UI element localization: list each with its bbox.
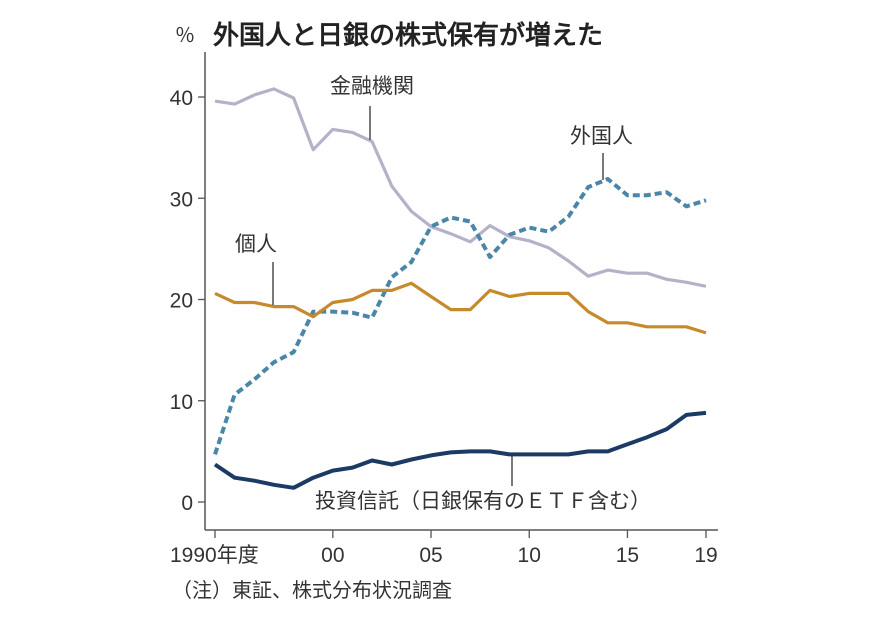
x-tick-label: 10: [518, 544, 541, 567]
series-investment-trusts-line: [213, 410, 707, 490]
chart-title: 外国人と日銀の株式保有が増えた: [213, 20, 603, 51]
x-tick-label: 1990年度: [170, 544, 259, 567]
y-tick-label: 0: [181, 492, 193, 515]
y-tick-label: 30: [170, 188, 193, 211]
label-individuals: 個人: [235, 232, 277, 256]
y-unit-label: ％: [175, 23, 195, 47]
label-financial-institutions: 金融機関: [330, 74, 414, 98]
series-individuals-line: [214, 281, 707, 335]
y-tick-label: 10: [170, 391, 193, 414]
x-tick-label: 00: [321, 544, 344, 567]
series-foreigners-line: [213, 177, 707, 456]
x-tick-label: 05: [419, 544, 442, 567]
y-tick-label: 20: [170, 290, 193, 313]
y-tick-label: 40: [170, 87, 193, 110]
label-investment-trusts: 投資信託（日銀保有のＥＴＦ含む）: [315, 489, 651, 513]
source-note: （注）東証、株式分布状況調査: [172, 578, 452, 602]
series-financial-institutions-line: [214, 87, 707, 288]
x-tick-label: 15: [616, 544, 639, 567]
label-foreigners: 外国人: [570, 124, 633, 148]
x-tick-label: 19: [694, 544, 717, 567]
